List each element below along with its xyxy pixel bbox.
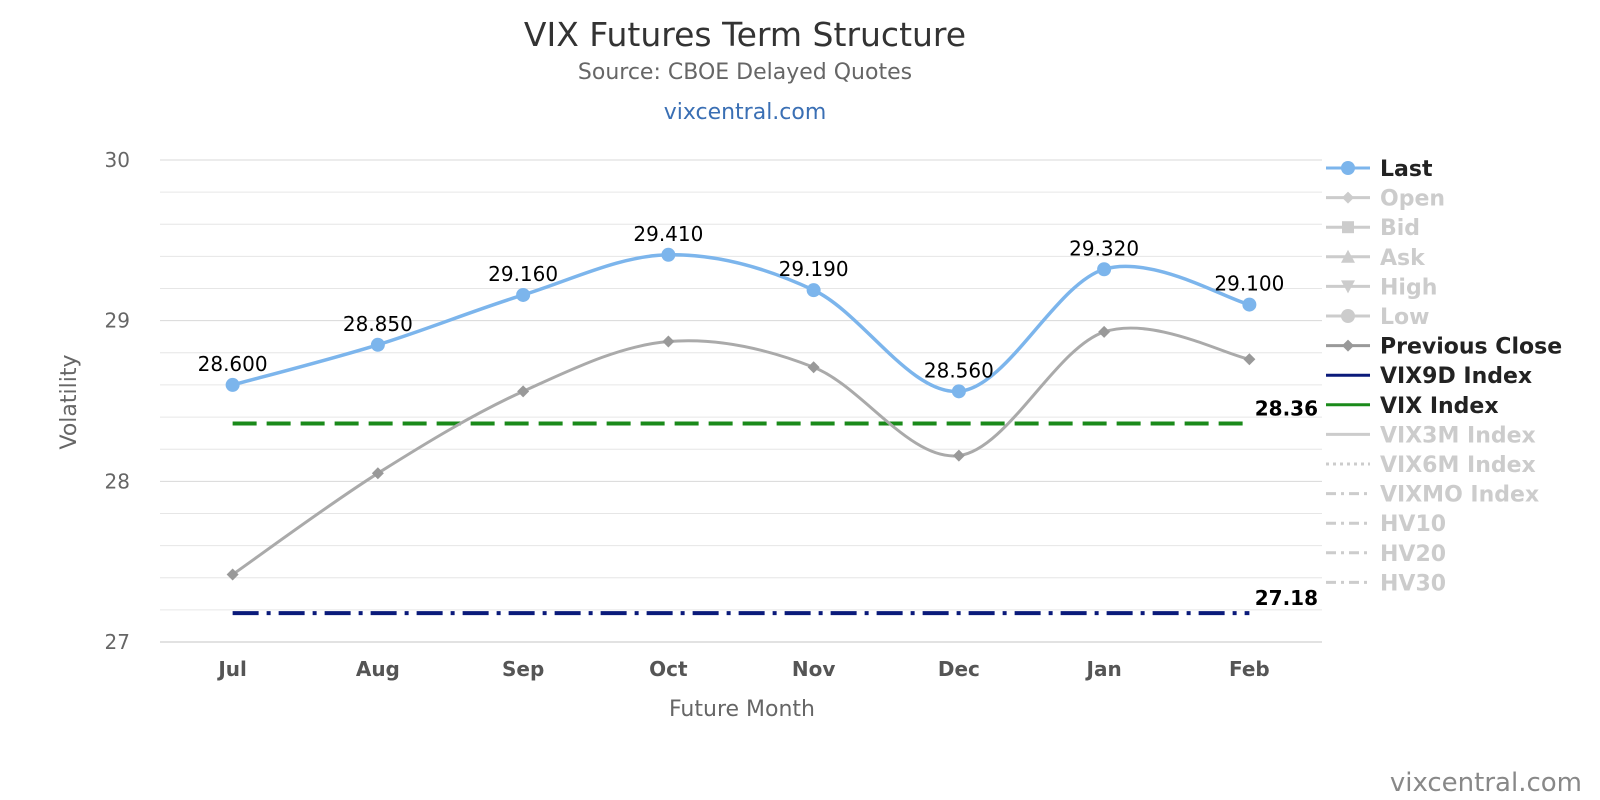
credit-text[interactable]: vixcentral.com bbox=[1390, 768, 1582, 798]
previous-close-point[interactable] bbox=[952, 449, 965, 462]
vix-index-value-label: 28.36 bbox=[1255, 396, 1318, 420]
legend-item-high[interactable]: High bbox=[1326, 275, 1437, 300]
x-tick-label: Sep bbox=[502, 657, 544, 681]
legend-marker bbox=[1342, 191, 1354, 204]
legend-label: VIX6M Index bbox=[1380, 453, 1536, 478]
legend-item-bid[interactable]: Bid bbox=[1326, 216, 1420, 241]
legend-item-hv30[interactable]: HV30 bbox=[1326, 571, 1446, 596]
x-tick-label: Feb bbox=[1229, 657, 1270, 681]
legend-marker bbox=[1341, 309, 1355, 323]
legend-label: High bbox=[1380, 275, 1437, 300]
x-axis-title: Future Month bbox=[669, 697, 815, 722]
x-tick-label: Nov bbox=[792, 657, 836, 681]
source-link[interactable]: vixcentral.com bbox=[664, 100, 827, 125]
legend-label: Last bbox=[1380, 157, 1433, 182]
x-tick-label: Jan bbox=[1085, 657, 1122, 681]
last-data-label: 29.320 bbox=[1069, 236, 1139, 260]
previous-close-point[interactable] bbox=[517, 385, 530, 398]
last-data-label: 28.850 bbox=[343, 312, 413, 336]
last-data-label: 28.560 bbox=[924, 358, 994, 382]
y-tick-label: 27 bbox=[105, 630, 130, 654]
legend-item-hv10[interactable]: HV10 bbox=[1326, 512, 1446, 537]
legend-label: VIX9D Index bbox=[1380, 364, 1532, 389]
last-point[interactable] bbox=[1242, 297, 1257, 312]
previous-close-point[interactable] bbox=[226, 568, 239, 581]
legend-label: Open bbox=[1380, 187, 1445, 212]
previous-close-point[interactable] bbox=[807, 361, 820, 374]
x-tick-label: Oct bbox=[649, 657, 688, 681]
x-tick-label: Jul bbox=[216, 657, 247, 681]
legend-item-vix6m-index[interactable]: VIX6M Index bbox=[1326, 453, 1536, 478]
y-tick-label: 30 bbox=[105, 148, 130, 172]
y-tick-label: 28 bbox=[105, 469, 130, 493]
legend-label: VIXMO Index bbox=[1380, 483, 1539, 508]
last-data-label: 29.410 bbox=[633, 222, 703, 246]
last-data-label: 29.160 bbox=[488, 262, 558, 286]
legend-label: HV20 bbox=[1380, 542, 1446, 567]
previous-close-point[interactable] bbox=[1098, 325, 1111, 338]
last-point[interactable] bbox=[1097, 262, 1112, 277]
legend-item-vix-index[interactable]: VIX Index bbox=[1326, 394, 1499, 419]
legend-item-vixmo-index[interactable]: VIXMO Index bbox=[1326, 483, 1539, 508]
legend-marker bbox=[1341, 249, 1355, 263]
legend-item-ask[interactable]: Ask bbox=[1326, 246, 1426, 271]
x-tick-label: Aug bbox=[356, 657, 400, 681]
chart-title: VIX Futures Term Structure bbox=[524, 15, 966, 54]
reference-lines: 28.36 27.18 bbox=[232, 396, 1318, 616]
legend-marker bbox=[1341, 280, 1355, 294]
legend-marker bbox=[1342, 339, 1354, 352]
legend-item-hv20[interactable]: HV20 bbox=[1326, 542, 1446, 567]
data-series: 28.600 28.850 29.160 29.410 29.190 28.560 29.3… bbox=[198, 222, 1284, 581]
last-point[interactable] bbox=[951, 384, 966, 399]
y-tick-label: 29 bbox=[105, 309, 130, 333]
last-point[interactable] bbox=[661, 247, 676, 262]
legend-item-vix3m-index[interactable]: VIX3M Index bbox=[1326, 423, 1536, 448]
legend-label: Ask bbox=[1380, 246, 1426, 271]
x-axis-ticks: Jul Aug Sep Oct Nov Dec Jan Feb bbox=[216, 657, 1269, 681]
last-point[interactable] bbox=[225, 377, 240, 392]
legend-label: VIX Index bbox=[1380, 394, 1499, 419]
legend-item-last[interactable]: Last bbox=[1326, 157, 1433, 182]
last-point[interactable] bbox=[370, 337, 385, 352]
chart-subtitle: Source: CBOE Delayed Quotes bbox=[578, 60, 912, 85]
legend-marker bbox=[1342, 221, 1354, 234]
previous-close-point[interactable] bbox=[662, 335, 675, 348]
x-tick-label: Dec bbox=[938, 657, 980, 681]
previous-close-point[interactable] bbox=[371, 467, 384, 480]
last-point[interactable] bbox=[806, 283, 821, 298]
legend-item-vix9d-index[interactable]: VIX9D Index bbox=[1326, 364, 1532, 389]
legend-marker bbox=[1341, 161, 1355, 175]
legend-label: HV30 bbox=[1380, 571, 1446, 596]
legend-label: Bid bbox=[1380, 216, 1420, 241]
legend: Last Open Bid Ask High Low Previous Close VIX9D… bbox=[1326, 157, 1562, 596]
previous-close-point[interactable] bbox=[1243, 353, 1256, 366]
grid-lines bbox=[160, 159, 1322, 643]
legend-label: Previous Close bbox=[1380, 335, 1562, 360]
last-point[interactable] bbox=[516, 287, 531, 302]
legend-label: HV10 bbox=[1380, 512, 1446, 537]
last-series-line bbox=[232, 253, 1250, 394]
legend-item-open[interactable]: Open bbox=[1326, 187, 1445, 212]
y-axis-title: Volatility bbox=[57, 354, 82, 449]
legend-label: VIX3M Index bbox=[1380, 423, 1536, 448]
legend-item-previous-close[interactable]: Previous Close bbox=[1326, 335, 1562, 360]
vix9d-index-value-label: 27.18 bbox=[1255, 586, 1318, 610]
legend-item-low[interactable]: Low bbox=[1326, 305, 1429, 330]
y-axis-ticks: 27 28 29 30 bbox=[105, 148, 130, 654]
legend-label: Low bbox=[1380, 305, 1429, 330]
last-data-label: 29.100 bbox=[1214, 272, 1284, 296]
last-data-label: 29.190 bbox=[779, 257, 849, 281]
last-data-label: 28.600 bbox=[198, 352, 268, 376]
previous-close-series-line bbox=[231, 326, 1250, 576]
